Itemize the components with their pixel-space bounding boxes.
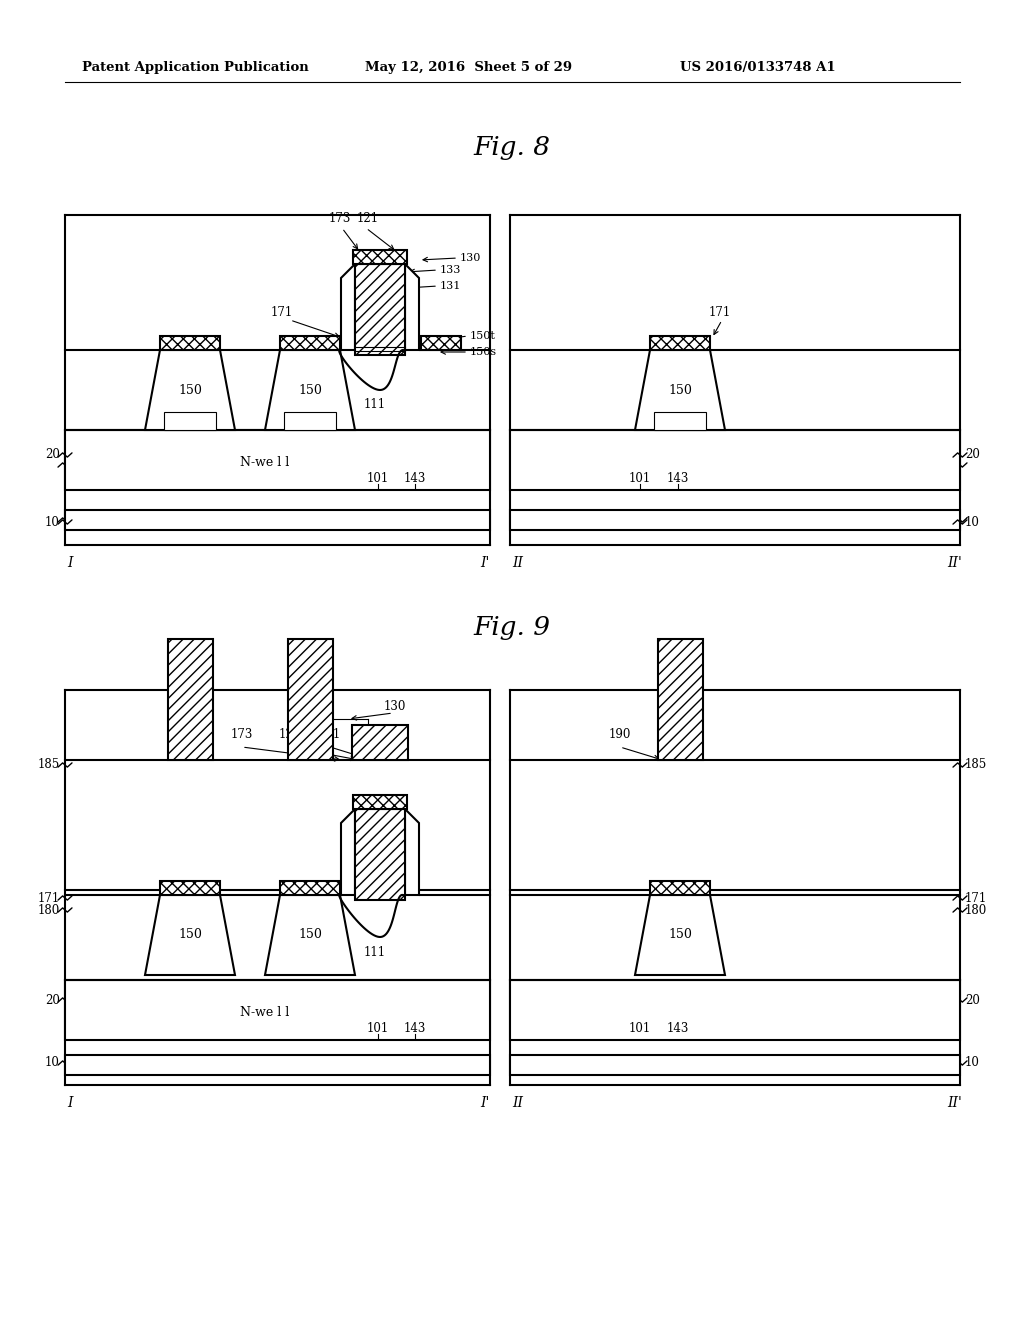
Bar: [657, 639, 702, 760]
Bar: [288, 639, 333, 760]
Bar: [510, 1055, 961, 1074]
Text: II: II: [512, 1096, 523, 1110]
Text: 101: 101: [629, 1022, 651, 1035]
Bar: [164, 412, 216, 430]
Text: 150: 150: [668, 384, 692, 396]
Text: 180: 180: [38, 903, 60, 916]
Polygon shape: [265, 350, 355, 430]
Polygon shape: [145, 895, 234, 975]
Text: Patent Application Publication: Patent Application Publication: [82, 62, 309, 74]
Text: 131: 131: [440, 281, 462, 290]
Text: 20: 20: [965, 994, 980, 1006]
Polygon shape: [635, 350, 725, 430]
Text: 171: 171: [965, 891, 987, 904]
Bar: [160, 337, 220, 350]
Polygon shape: [635, 895, 725, 975]
Text: 143: 143: [667, 471, 689, 484]
Bar: [650, 880, 710, 895]
Text: 150: 150: [178, 928, 202, 941]
Text: 10: 10: [45, 516, 60, 528]
Text: 143: 143: [667, 1022, 689, 1035]
Text: 171: 171: [38, 891, 60, 904]
Bar: [65, 430, 490, 490]
Text: May 12, 2016  Sheet 5 of 29: May 12, 2016 Sheet 5 of 29: [365, 62, 572, 74]
Text: 20: 20: [45, 994, 60, 1006]
Text: I: I: [68, 556, 73, 570]
Bar: [352, 725, 408, 760]
Text: I: I: [68, 1096, 73, 1110]
Bar: [65, 1055, 490, 1074]
Bar: [421, 337, 461, 350]
Text: 121: 121: [357, 211, 379, 224]
Text: 133: 133: [440, 265, 462, 275]
Text: 185: 185: [38, 759, 60, 771]
Bar: [650, 337, 710, 350]
Bar: [510, 430, 961, 490]
Bar: [355, 264, 406, 355]
Text: 171: 171: [271, 305, 293, 318]
Text: 180: 180: [965, 903, 987, 916]
Text: 150t: 150t: [470, 331, 496, 341]
Text: N-we l l: N-we l l: [241, 455, 290, 469]
Bar: [654, 412, 706, 430]
Text: 133: 133: [356, 729, 379, 742]
Text: 10: 10: [965, 516, 980, 528]
Text: 143: 143: [403, 1022, 426, 1035]
Polygon shape: [406, 809, 419, 895]
Bar: [280, 880, 340, 895]
Bar: [355, 809, 406, 900]
Bar: [65, 979, 490, 1040]
Text: Fig. 9: Fig. 9: [473, 615, 551, 640]
Text: 111: 111: [364, 946, 386, 960]
Text: 130: 130: [384, 701, 407, 714]
Text: 131: 131: [318, 729, 341, 742]
Text: 121: 121: [279, 729, 301, 742]
Text: II': II': [947, 556, 963, 570]
Text: Fig. 8: Fig. 8: [473, 136, 551, 161]
Text: 101: 101: [629, 471, 651, 484]
Text: 143: 143: [403, 471, 426, 484]
Polygon shape: [341, 809, 355, 895]
Text: 10: 10: [965, 1056, 980, 1069]
Text: 173: 173: [329, 211, 351, 224]
Bar: [353, 249, 407, 264]
Text: 190: 190: [609, 729, 631, 742]
Text: 130: 130: [460, 253, 481, 263]
Bar: [280, 337, 340, 350]
Text: US 2016/0133748 A1: US 2016/0133748 A1: [680, 62, 836, 74]
Text: 173: 173: [230, 729, 253, 742]
Bar: [510, 510, 961, 531]
Text: 150: 150: [298, 384, 322, 396]
Text: II: II: [512, 556, 523, 570]
Text: 150: 150: [178, 384, 202, 396]
Text: I': I': [480, 556, 489, 570]
Text: 111: 111: [364, 399, 386, 412]
Bar: [65, 510, 490, 531]
Text: 20: 20: [965, 449, 980, 462]
Text: 10: 10: [45, 1056, 60, 1069]
Bar: [168, 639, 213, 760]
Text: 185: 185: [965, 759, 987, 771]
Bar: [510, 979, 961, 1040]
Text: 101: 101: [367, 1022, 389, 1035]
Text: 20: 20: [45, 449, 60, 462]
Polygon shape: [265, 895, 355, 975]
Polygon shape: [145, 350, 234, 430]
Text: 190: 190: [174, 729, 197, 742]
Text: 171: 171: [709, 305, 731, 318]
Bar: [284, 412, 336, 430]
Text: 150: 150: [668, 928, 692, 941]
Polygon shape: [341, 264, 355, 350]
Text: N-we l l: N-we l l: [241, 1006, 290, 1019]
Text: 150s: 150s: [470, 347, 497, 356]
Text: 101: 101: [367, 471, 389, 484]
Text: I': I': [480, 1096, 489, 1110]
Polygon shape: [406, 264, 419, 350]
Bar: [353, 795, 407, 809]
Text: II': II': [947, 1096, 963, 1110]
Text: 150: 150: [298, 928, 322, 941]
Bar: [160, 880, 220, 895]
